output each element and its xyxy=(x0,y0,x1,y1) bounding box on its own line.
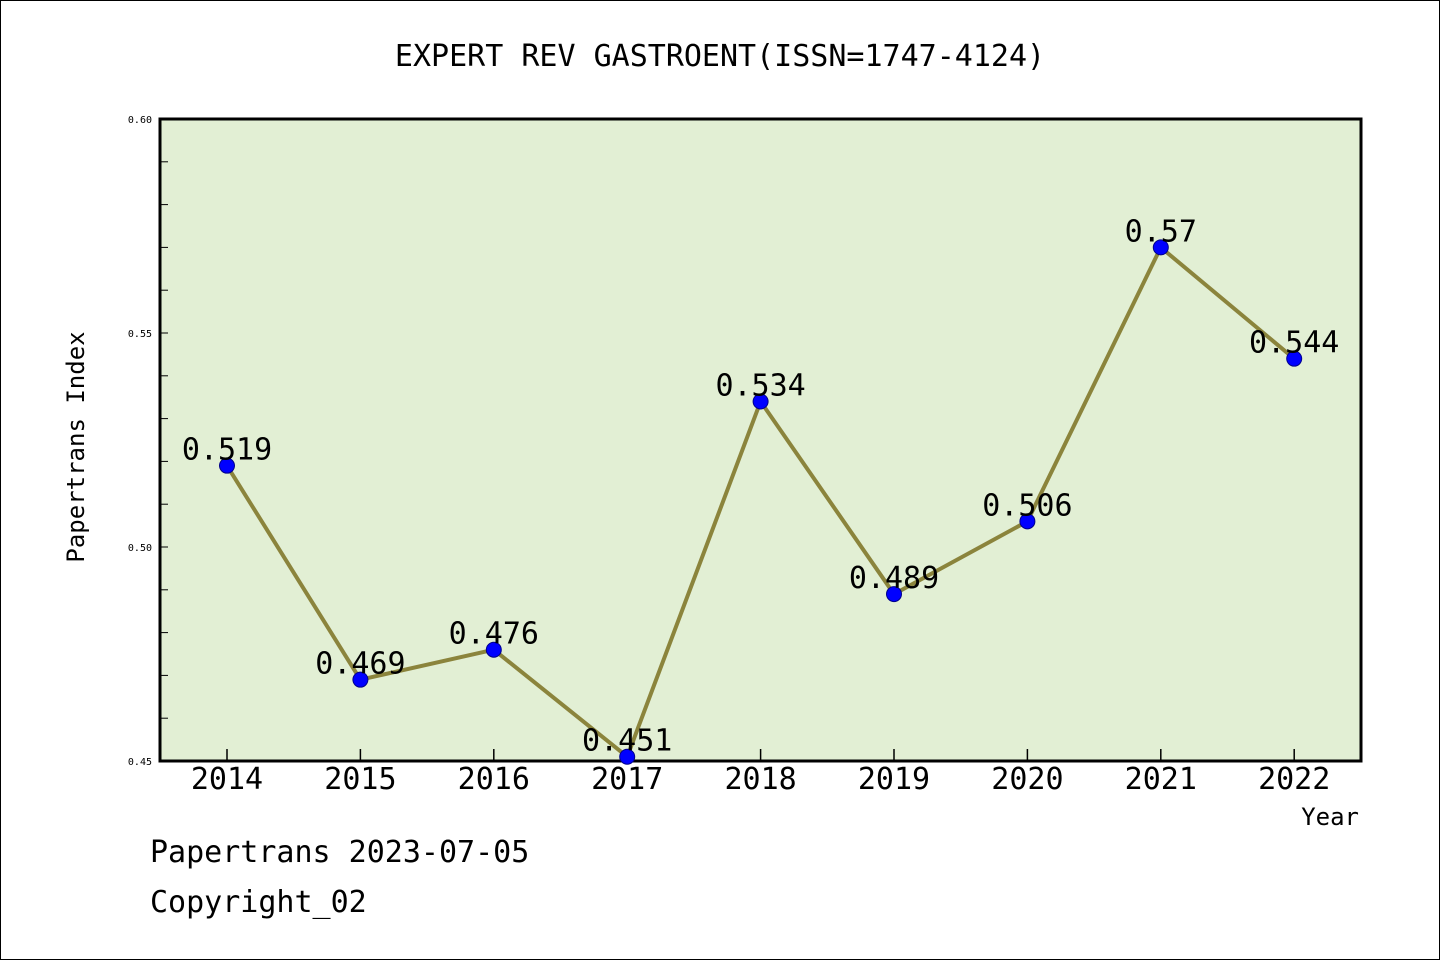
y-tick-label: 0.60 xyxy=(128,115,152,126)
data-label: 0.519 xyxy=(182,433,272,468)
footer-copyright-text: Copyright_02 xyxy=(150,885,367,920)
x-axis-title: Year xyxy=(1301,803,1359,831)
x-tick-label: 2014 xyxy=(191,762,263,797)
data-point xyxy=(752,393,769,410)
data-point xyxy=(619,748,636,765)
footer-source-text: Papertrans 2023-07-05 xyxy=(150,835,530,870)
x-tick-label: 2017 xyxy=(591,762,663,797)
data-point xyxy=(352,671,369,688)
x-tick-label: 2022 xyxy=(1258,762,1330,797)
y-tick-label: 0.45 xyxy=(128,757,152,768)
data-label: 0.489 xyxy=(849,561,939,596)
data-label: 0.544 xyxy=(1249,326,1339,361)
data-label: 0.534 xyxy=(715,368,805,403)
data-point xyxy=(886,586,902,603)
data-point xyxy=(1019,513,1036,530)
data-label: 0.57 xyxy=(1125,214,1197,249)
data-label-group: 0.519 0.469 0.476 0.451 0.534 0.489 0.506 0.57 0… xyxy=(182,214,1340,758)
y-axis-title: Papertrans Index xyxy=(62,331,90,562)
y-axis: 0.45 0.50 0.55 0.60 xyxy=(128,115,168,768)
x-tick-label: 2019 xyxy=(858,762,930,797)
data-point xyxy=(1286,350,1303,367)
x-tick-label: 2015 xyxy=(324,762,396,797)
data-label: 0.469 xyxy=(315,647,405,682)
data-label: 0.451 xyxy=(582,724,672,759)
data-point xyxy=(1152,239,1169,256)
series-line-group xyxy=(219,239,1303,765)
y-tick-label: 0.50 xyxy=(128,543,152,554)
x-axis: 2014 2015 2016 2017 2018 2019 2020 2021 2022 xyxy=(191,749,1330,797)
x-tick-label: 2016 xyxy=(458,762,530,797)
chart-title: EXPERT REV GASTROENT(ISSN=1747-4124) xyxy=(395,39,1045,74)
y-tick-label: 0.55 xyxy=(128,329,152,340)
x-tick-label: 2020 xyxy=(991,762,1063,797)
data-point xyxy=(219,457,235,474)
data-label: 0.506 xyxy=(982,488,1072,523)
data-label: 0.476 xyxy=(449,617,539,652)
x-tick-label: 2018 xyxy=(724,762,796,797)
plot-area xyxy=(158,117,1363,763)
x-tick-label: 2021 xyxy=(1125,762,1197,797)
data-point xyxy=(485,641,502,658)
